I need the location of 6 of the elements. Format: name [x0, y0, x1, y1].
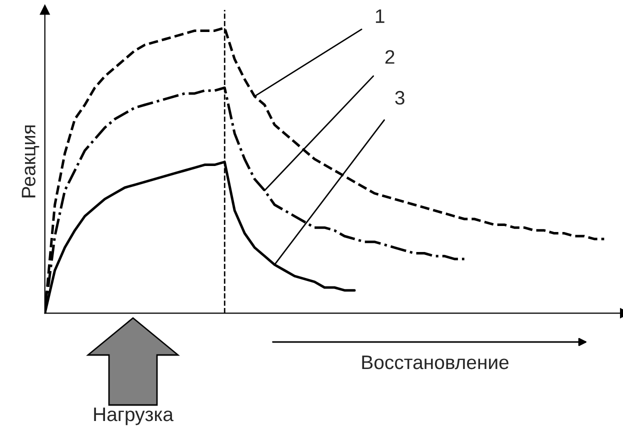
- text: Нагрузка: [94, 408, 174, 426]
- text: Восстановление: [362, 356, 509, 370]
- y-axis-title: Реакция: [22, 125, 40, 198]
- text: 1: [376, 10, 384, 23]
- annotation: 2: [385, 50, 394, 64]
- annotation: 3: [395, 90, 404, 105]
